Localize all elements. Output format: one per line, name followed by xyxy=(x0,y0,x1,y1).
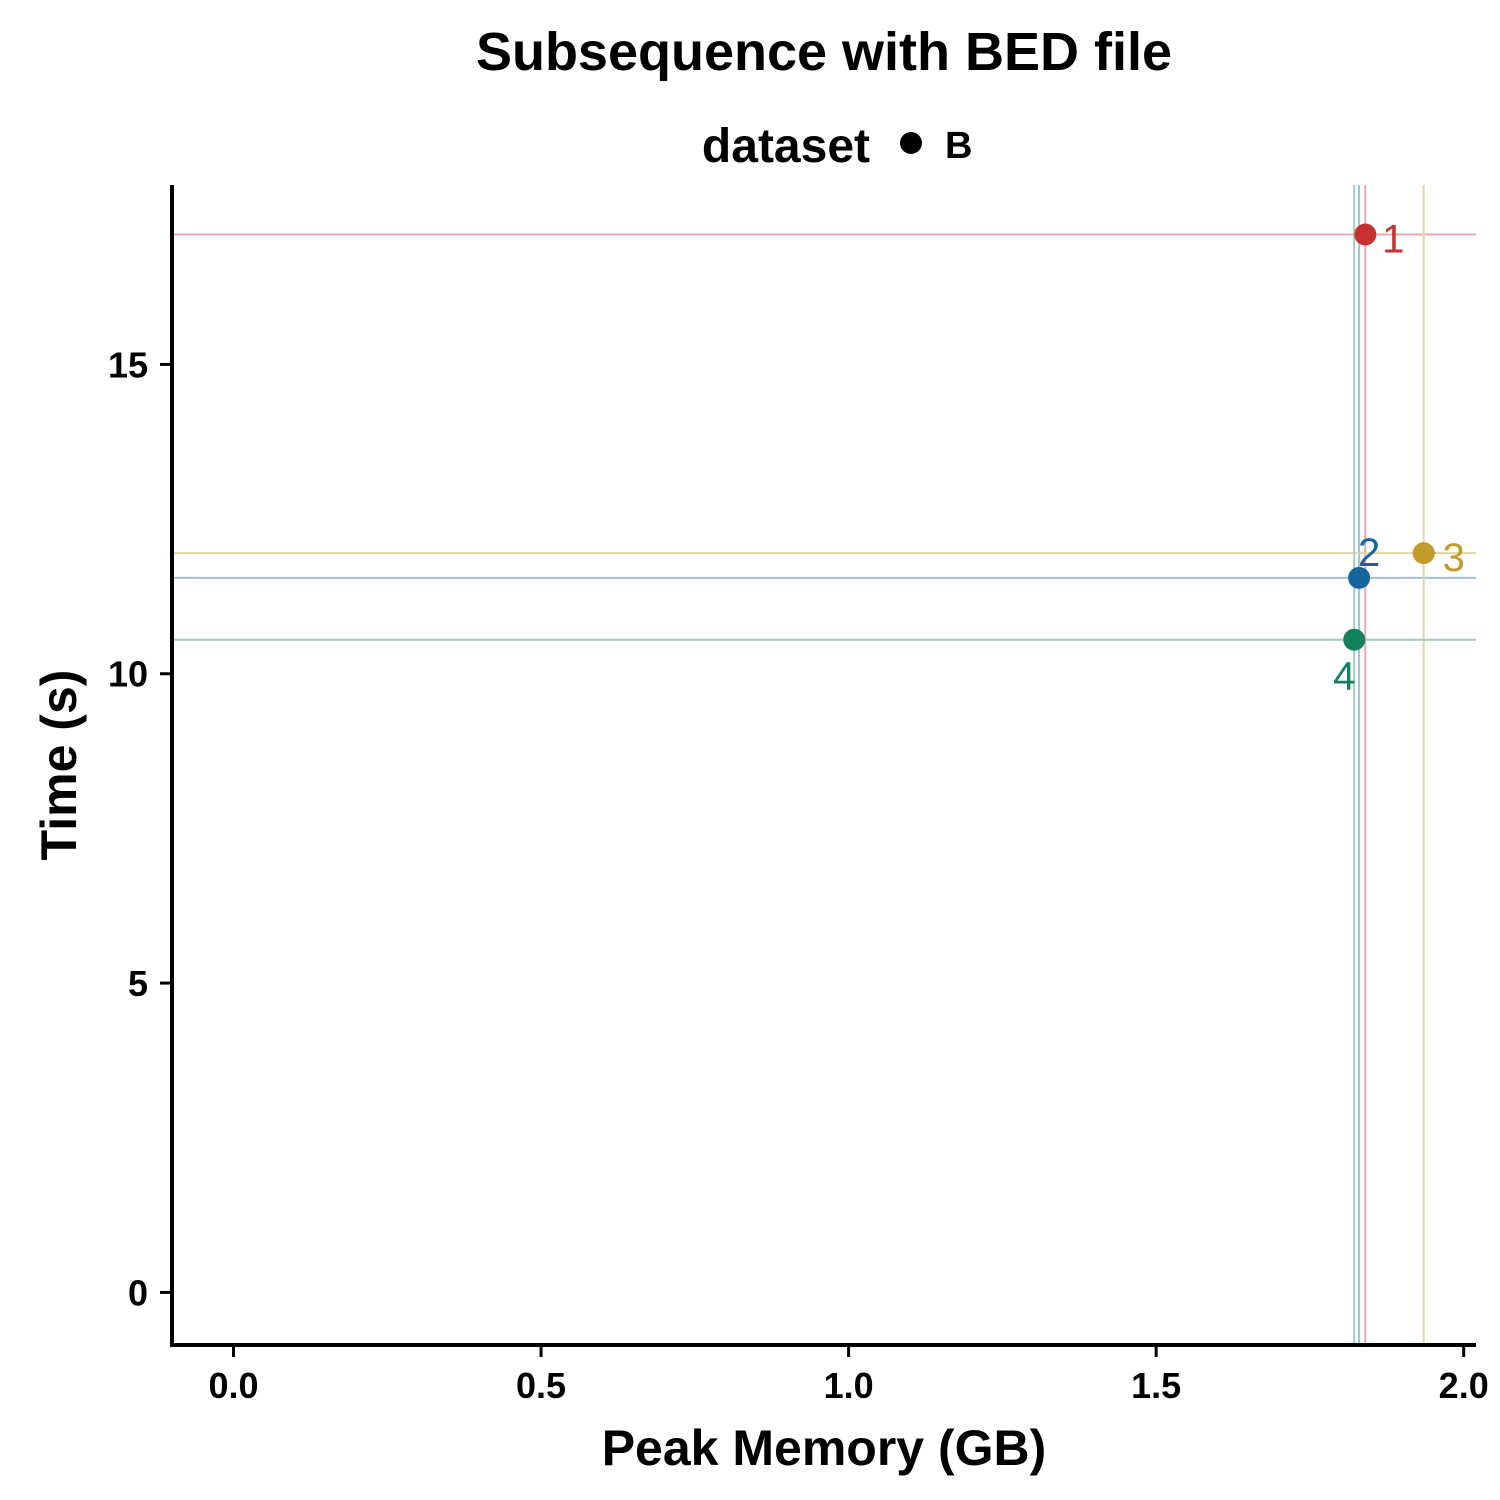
point-label-3: 3 xyxy=(1443,536,1465,580)
x-tick-label-1.5: 1.5 xyxy=(1131,1365,1181,1406)
x-tick-label-0.0: 0.0 xyxy=(208,1365,258,1406)
plot-area: 0.0 0.5 1.0 1.5 2.0 0 5 10 15 1 2 3 4 xyxy=(108,185,1489,1406)
point-label-1: 1 xyxy=(1382,217,1404,261)
point-label-2: 2 xyxy=(1358,531,1380,575)
point-4 xyxy=(1343,628,1366,651)
x-tick-label-0.5: 0.5 xyxy=(516,1365,566,1406)
point-2 xyxy=(1348,566,1371,589)
chart-title: Subsequence with BED file xyxy=(476,22,1172,82)
legend-key-point xyxy=(900,132,922,154)
legend-title: dataset xyxy=(702,120,870,173)
y-tick-label-5: 5 xyxy=(128,963,148,1004)
y-axis-label: Time (s) xyxy=(31,670,87,861)
y-tick-label-0: 0 xyxy=(128,1272,148,1313)
x-tick-label-2.0: 2.0 xyxy=(1439,1365,1489,1406)
point-label-4: 4 xyxy=(1333,655,1355,699)
legend: dataset B xyxy=(702,120,973,173)
x-axis-label: Peak Memory (GB) xyxy=(602,1420,1047,1476)
y-tick-label-10: 10 xyxy=(108,654,148,695)
y-tick-label-15: 15 xyxy=(108,344,148,385)
legend-entry-b: B xyxy=(945,125,972,167)
x-tick-label-1.0: 1.0 xyxy=(824,1365,874,1406)
